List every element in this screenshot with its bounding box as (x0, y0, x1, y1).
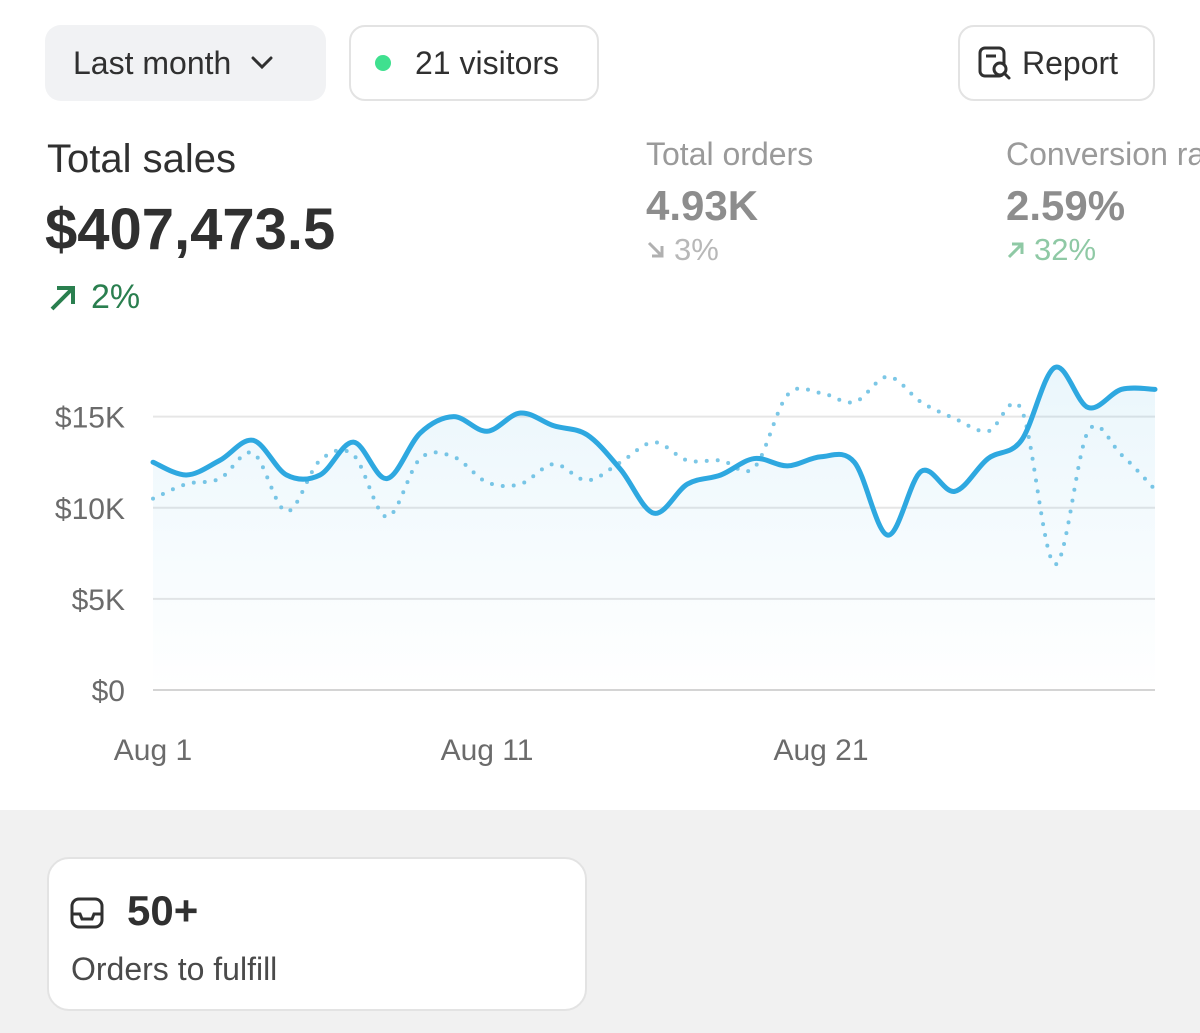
y-tick-label: $0 (92, 675, 125, 708)
metric-value: 2.59% (1006, 182, 1126, 229)
x-tick-label: Aug 11 (441, 734, 534, 767)
inbox-icon (70, 897, 104, 929)
sales-chart: $0 $5K $10K $15K Aug 1 Aug 11 Aug 21 (55, 364, 1158, 767)
metric-change: 2% (47, 278, 140, 317)
x-tick-label: Aug 1 (114, 734, 192, 767)
up-arrow (50, 285, 75, 310)
down-arrow (647, 241, 664, 258)
live-dot (375, 55, 391, 71)
metric-label: Total sales (47, 137, 236, 181)
metric-value: $407,473.5 (45, 197, 336, 262)
x-tick-label: Aug 21 (773, 734, 868, 767)
card-label: Orders to fulfill (71, 951, 278, 987)
period-label: Last month (73, 44, 232, 81)
change-text: 32% (1034, 232, 1097, 267)
chevron-icon (251, 56, 273, 70)
y-tick-label: $5K (72, 584, 125, 617)
up-arrow (1007, 242, 1024, 259)
metric-change: 32% (1006, 232, 1096, 268)
metric-value: 4.93K (646, 182, 759, 229)
y-tick-label: $15K (55, 402, 125, 435)
change-text: 3% (674, 232, 719, 267)
report-icon (978, 46, 1011, 80)
report-label: Report (1022, 44, 1119, 81)
series-line (150, 364, 1158, 538)
change-text: 2% (91, 278, 141, 316)
orders-card[interactable]: 50+ Orders to fulfill (47, 857, 587, 1011)
visitors-button[interactable]: 21 visitors (349, 25, 599, 101)
metric-label: Total orders (646, 136, 814, 172)
period-selector[interactable]: Last month (45, 25, 326, 101)
metric-change: 3% (646, 232, 719, 268)
card-value: 50+ (127, 887, 199, 934)
area (153, 366, 1155, 690)
y-tick-label: $10K (55, 493, 125, 526)
visitors-label: 21 visitors (415, 44, 560, 81)
report-button[interactable]: Report (958, 25, 1155, 101)
metric-label: Conversion rate (1006, 136, 1200, 172)
